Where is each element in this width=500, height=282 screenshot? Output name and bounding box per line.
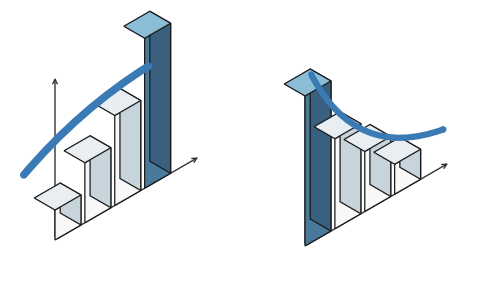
Polygon shape bbox=[34, 183, 81, 210]
Polygon shape bbox=[85, 148, 111, 223]
Polygon shape bbox=[284, 69, 331, 96]
Polygon shape bbox=[370, 124, 390, 197]
Polygon shape bbox=[365, 136, 390, 212]
Polygon shape bbox=[124, 11, 170, 38]
Polygon shape bbox=[394, 149, 420, 194]
Polygon shape bbox=[144, 23, 171, 188]
Polygon shape bbox=[120, 89, 141, 191]
Polygon shape bbox=[400, 137, 420, 179]
Polygon shape bbox=[314, 112, 361, 139]
Polygon shape bbox=[60, 183, 81, 225]
Polygon shape bbox=[335, 124, 361, 229]
Polygon shape bbox=[94, 89, 140, 116]
Polygon shape bbox=[305, 81, 331, 246]
Polygon shape bbox=[64, 136, 111, 163]
Polygon shape bbox=[340, 112, 361, 214]
Polygon shape bbox=[150, 11, 171, 173]
Polygon shape bbox=[55, 195, 81, 240]
FancyArrowPatch shape bbox=[312, 74, 443, 138]
Polygon shape bbox=[115, 100, 140, 206]
Polygon shape bbox=[90, 136, 111, 208]
Polygon shape bbox=[344, 124, 391, 151]
FancyArrowPatch shape bbox=[24, 66, 148, 175]
Polygon shape bbox=[310, 69, 331, 231]
Polygon shape bbox=[374, 137, 420, 164]
